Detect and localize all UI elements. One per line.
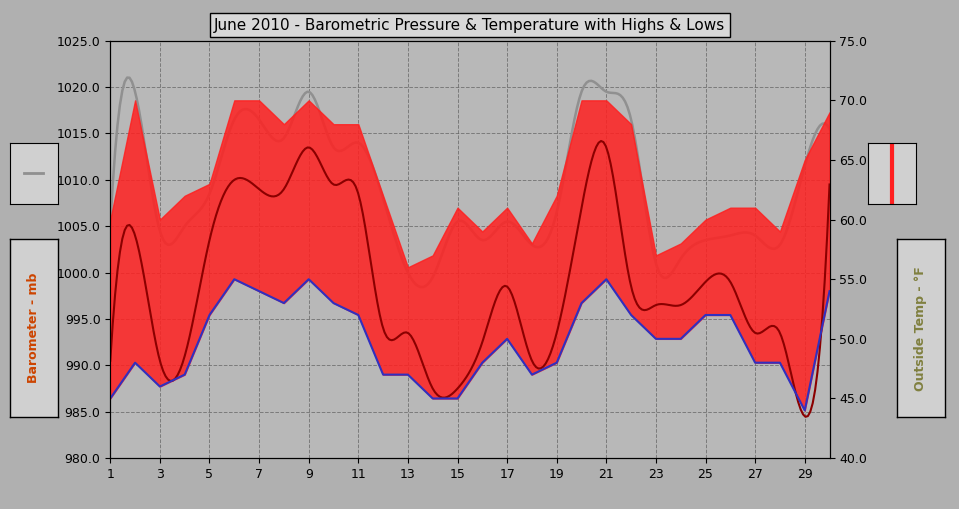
Text: Barometer - mb: Barometer - mb [27,273,40,383]
Title: June 2010 - Barometric Pressure & Temperature with Highs & Lows: June 2010 - Barometric Pressure & Temper… [214,18,726,33]
Text: Outside Temp - °F: Outside Temp - °F [914,266,927,391]
